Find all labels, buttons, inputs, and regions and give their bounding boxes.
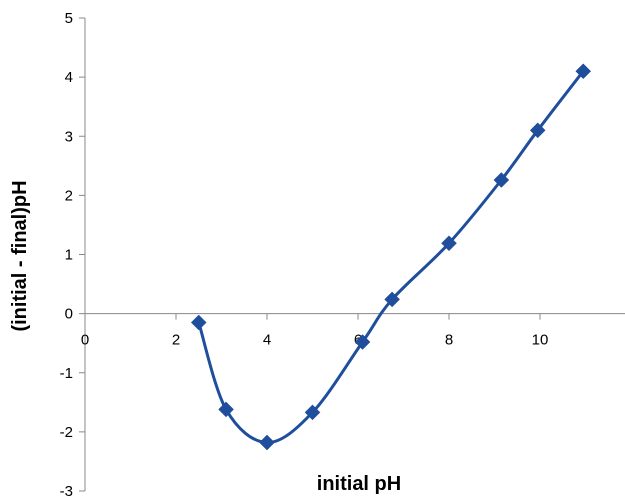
x-tick-label: 10 (532, 332, 549, 349)
x-tick-label: 8 (445, 332, 453, 349)
data-point (304, 404, 321, 421)
y-tick-label: 4 (65, 69, 73, 86)
x-axis-title: initial pH (317, 473, 401, 495)
data-point (218, 401, 234, 418)
y-tick-label: 2 (65, 187, 73, 204)
x-tick-label: 4 (263, 332, 271, 349)
data-point (493, 172, 510, 188)
data-point (259, 434, 275, 451)
y-axis-title: (initial - final)pH (9, 180, 31, 331)
x-tick-label: 0 (81, 332, 89, 349)
data-point (529, 122, 546, 139)
y-tick-label: -1 (60, 365, 73, 382)
y-tick-label: -2 (60, 424, 73, 441)
data-point (384, 291, 400, 308)
y-tick-label: 0 (65, 306, 73, 323)
x-tick-label: 2 (172, 332, 180, 349)
y-tick-label: 5 (65, 10, 73, 27)
data-point (575, 63, 592, 80)
y-axis: -3 -2 -1 0 1 2 3 4 5 (60, 10, 86, 500)
y-tick-label: -3 (60, 483, 73, 500)
data-point (190, 314, 207, 331)
series-line (197, 70, 585, 445)
data-point (441, 235, 457, 252)
series (190, 63, 592, 451)
x-axis: 0246810 (81, 313, 625, 349)
y-tick-label: 3 (65, 128, 73, 145)
y-tick-label: 1 (65, 247, 73, 264)
data-point (354, 334, 371, 350)
